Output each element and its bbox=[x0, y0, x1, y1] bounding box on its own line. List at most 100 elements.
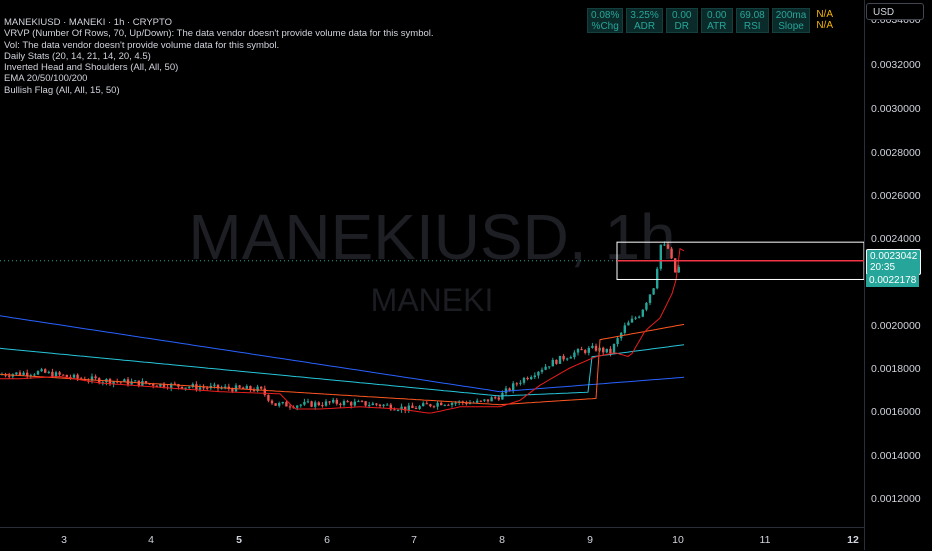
candle-body bbox=[342, 401, 346, 405]
candle-body bbox=[159, 383, 162, 387]
candle-body bbox=[483, 399, 486, 401]
indicator-bullish-flag[interactable]: Bullish Flag (All, All, 15, 50) bbox=[4, 84, 120, 96]
candle-body bbox=[537, 371, 540, 376]
candle-body bbox=[645, 302, 648, 310]
candle-body bbox=[18, 372, 22, 375]
candle-body bbox=[285, 402, 288, 407]
candle-body bbox=[479, 400, 482, 402]
candle-body bbox=[566, 358, 569, 360]
candle-body bbox=[8, 375, 11, 377]
candle-body bbox=[134, 380, 137, 382]
candle-body bbox=[242, 387, 245, 389]
candle-body bbox=[648, 294, 652, 303]
ema100-line bbox=[0, 344, 685, 397]
candle-body bbox=[224, 386, 227, 388]
currency-button[interactable]: USD bbox=[866, 3, 924, 20]
candle-body bbox=[389, 404, 392, 410]
candle-body bbox=[360, 401, 364, 403]
time-tick: 10 bbox=[672, 534, 684, 546]
candle-body bbox=[180, 386, 184, 389]
daily-stats-table: 0.08% %Chg 3.25% ADR 0.00 DR 0.00 ATR 69.08 R… bbox=[587, 8, 836, 33]
candle-body bbox=[440, 402, 443, 406]
indicator-vol[interactable]: Vol: The data vendor doesn't provide vol… bbox=[4, 39, 280, 51]
candle-body bbox=[404, 406, 407, 411]
candle-body bbox=[411, 405, 414, 409]
candle-body bbox=[605, 348, 608, 353]
candle-body bbox=[65, 374, 68, 377]
time-tick: 8 bbox=[499, 534, 505, 546]
candle-body bbox=[378, 404, 382, 406]
indicator-vrvp[interactable]: VRVP (Number Of Rows, 70, Up/Down): The … bbox=[4, 28, 434, 40]
candle-body bbox=[587, 347, 590, 353]
candle-body bbox=[468, 402, 472, 405]
candle-body bbox=[22, 372, 25, 375]
time-tick: 9 bbox=[587, 534, 593, 546]
candle-body bbox=[148, 383, 151, 385]
candle-body bbox=[652, 288, 655, 295]
candle-body bbox=[72, 374, 76, 378]
indicator-ema[interactable]: EMA 20/50/100/200 bbox=[4, 73, 88, 85]
candle-body bbox=[195, 384, 198, 390]
time-tick: 11 bbox=[759, 534, 771, 546]
candle-body bbox=[170, 383, 173, 389]
symbol-title[interactable]: MANEKIUSD · MANEKI · 1h · CRYPTO bbox=[4, 17, 173, 28]
price-tick: 0.0032000 bbox=[871, 59, 921, 71]
candle-body bbox=[666, 244, 670, 249]
indicator-inverted-hs[interactable]: Inverted Head and Shoulders (All, All, 5… bbox=[4, 62, 179, 74]
candle-body bbox=[576, 349, 580, 353]
candle-body bbox=[519, 382, 522, 384]
candle-body bbox=[508, 388, 511, 391]
stat-atr: 0.00 ATR bbox=[700, 8, 733, 33]
candle-body bbox=[26, 372, 29, 376]
candle-body bbox=[227, 386, 230, 389]
candle-body bbox=[188, 386, 191, 388]
candle-body bbox=[490, 397, 493, 402]
candle-body bbox=[638, 316, 641, 318]
candle-body bbox=[382, 404, 385, 406]
candle-body bbox=[609, 348, 612, 354]
time-tick: 6 bbox=[324, 534, 330, 546]
price-tick: 0.0016000 bbox=[871, 406, 921, 418]
candle-body bbox=[321, 405, 324, 407]
candle-body bbox=[634, 317, 637, 319]
candle-body bbox=[252, 389, 256, 392]
candle-body bbox=[526, 377, 529, 380]
candle-body bbox=[350, 402, 353, 406]
price-chart[interactable] bbox=[0, 0, 864, 527]
candle-body bbox=[422, 403, 425, 407]
candle-body bbox=[54, 372, 58, 377]
stat-dr: 0.00 DR bbox=[665, 8, 698, 33]
candle-body bbox=[332, 399, 335, 403]
time-axis[interactable]: 3 4 5 6 7 8 9 10 11 12 bbox=[0, 527, 864, 551]
candle-body bbox=[465, 402, 468, 405]
candle-body bbox=[324, 401, 328, 406]
stat-rsi: 69.08 RSI bbox=[735, 8, 769, 33]
candle-body bbox=[562, 355, 565, 360]
indicator-daily-stats[interactable]: Daily Stats (20, 14, 21, 14, 20, 4.5) bbox=[4, 50, 151, 62]
candle-body bbox=[245, 386, 248, 389]
candle-body bbox=[400, 406, 403, 410]
price-tick: 0.0020000 bbox=[871, 320, 921, 332]
candle-body bbox=[530, 377, 533, 380]
candle-body bbox=[555, 359, 558, 364]
ema50-line bbox=[0, 323, 685, 406]
candle-body bbox=[551, 359, 554, 367]
price-tick: 0.0030000 bbox=[871, 103, 921, 115]
candle-body bbox=[213, 384, 216, 386]
candle-body bbox=[144, 381, 148, 384]
stat-na: N/A N/A bbox=[816, 9, 833, 31]
candle-body bbox=[641, 309, 644, 317]
candle-body bbox=[267, 394, 270, 401]
candle-body bbox=[116, 381, 119, 383]
candle-body bbox=[364, 401, 367, 406]
candle-body bbox=[497, 397, 500, 400]
time-tick: 3 bbox=[61, 534, 67, 546]
candle-body bbox=[296, 405, 299, 408]
candle-body bbox=[407, 405, 410, 411]
candle-body bbox=[256, 386, 259, 392]
candle-body bbox=[429, 404, 432, 407]
candle-body bbox=[184, 387, 187, 389]
candle-body bbox=[569, 357, 572, 359]
time-tick: 7 bbox=[411, 534, 417, 546]
candle-body bbox=[630, 318, 634, 323]
